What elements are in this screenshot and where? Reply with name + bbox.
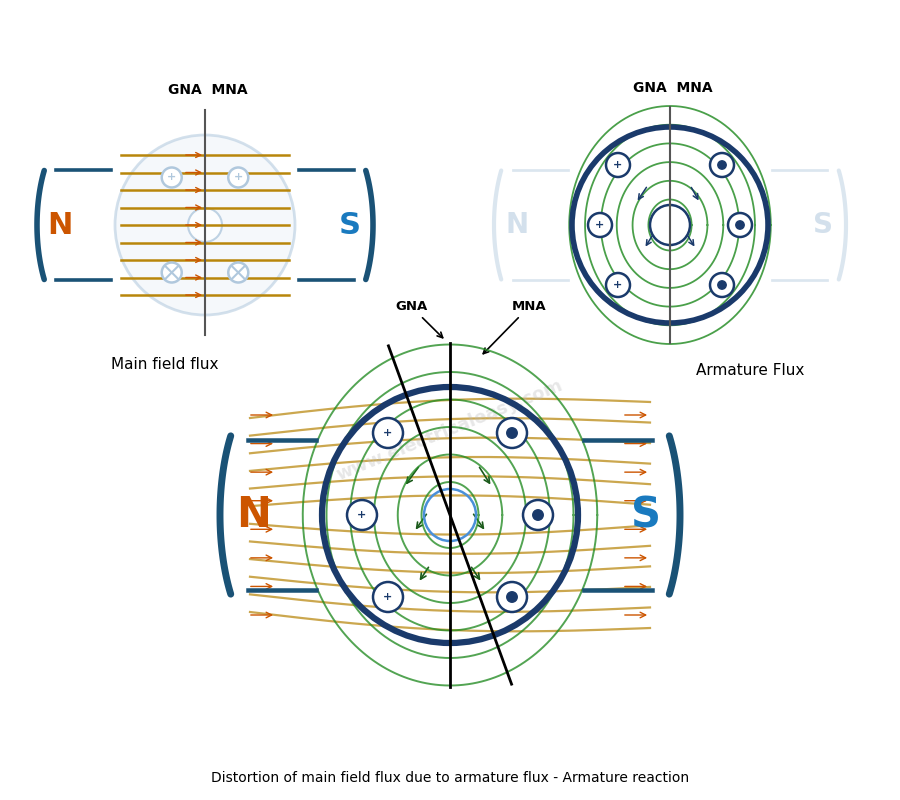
Circle shape [533,510,544,520]
Circle shape [507,428,517,438]
Text: +: + [383,592,392,602]
Text: +: + [167,173,176,182]
Text: S: S [813,211,833,239]
Text: +: + [614,280,623,290]
Text: GNA: GNA [395,300,443,338]
Circle shape [373,582,403,612]
Circle shape [606,153,630,177]
Text: Main field flux: Main field flux [112,357,219,372]
Circle shape [347,500,377,530]
Text: +: + [596,220,605,230]
Text: +: + [614,160,623,170]
Text: Distortion of main field flux due to armature flux - Armature reaction: Distortion of main field flux due to arm… [211,771,689,785]
Circle shape [115,135,295,315]
Circle shape [588,213,612,237]
Circle shape [229,167,248,187]
Circle shape [497,418,527,448]
Text: S: S [631,494,661,536]
Circle shape [497,582,527,612]
Text: S: S [339,210,361,239]
Circle shape [606,273,630,297]
Text: +: + [357,510,366,520]
Text: Armature Flux: Armature Flux [696,363,805,378]
Circle shape [710,273,734,297]
Circle shape [188,208,222,242]
Circle shape [507,592,517,602]
Text: GNA  MNA: GNA MNA [634,81,713,95]
Text: MNA: MNA [483,300,546,354]
Circle shape [229,262,248,282]
Text: GNA  MNA: GNA MNA [168,83,248,97]
Circle shape [162,167,182,187]
Text: N: N [237,494,272,536]
Circle shape [373,418,403,448]
Circle shape [728,213,752,237]
Text: +: + [234,173,243,182]
Circle shape [718,161,726,170]
Circle shape [523,500,553,530]
Circle shape [718,281,726,290]
Text: www.electricaleasy.com: www.electricaleasy.com [334,376,566,484]
Text: N: N [48,210,73,239]
Text: N: N [506,211,528,239]
Circle shape [710,153,734,177]
Circle shape [736,221,744,230]
Circle shape [162,262,182,282]
Text: +: + [383,428,392,438]
